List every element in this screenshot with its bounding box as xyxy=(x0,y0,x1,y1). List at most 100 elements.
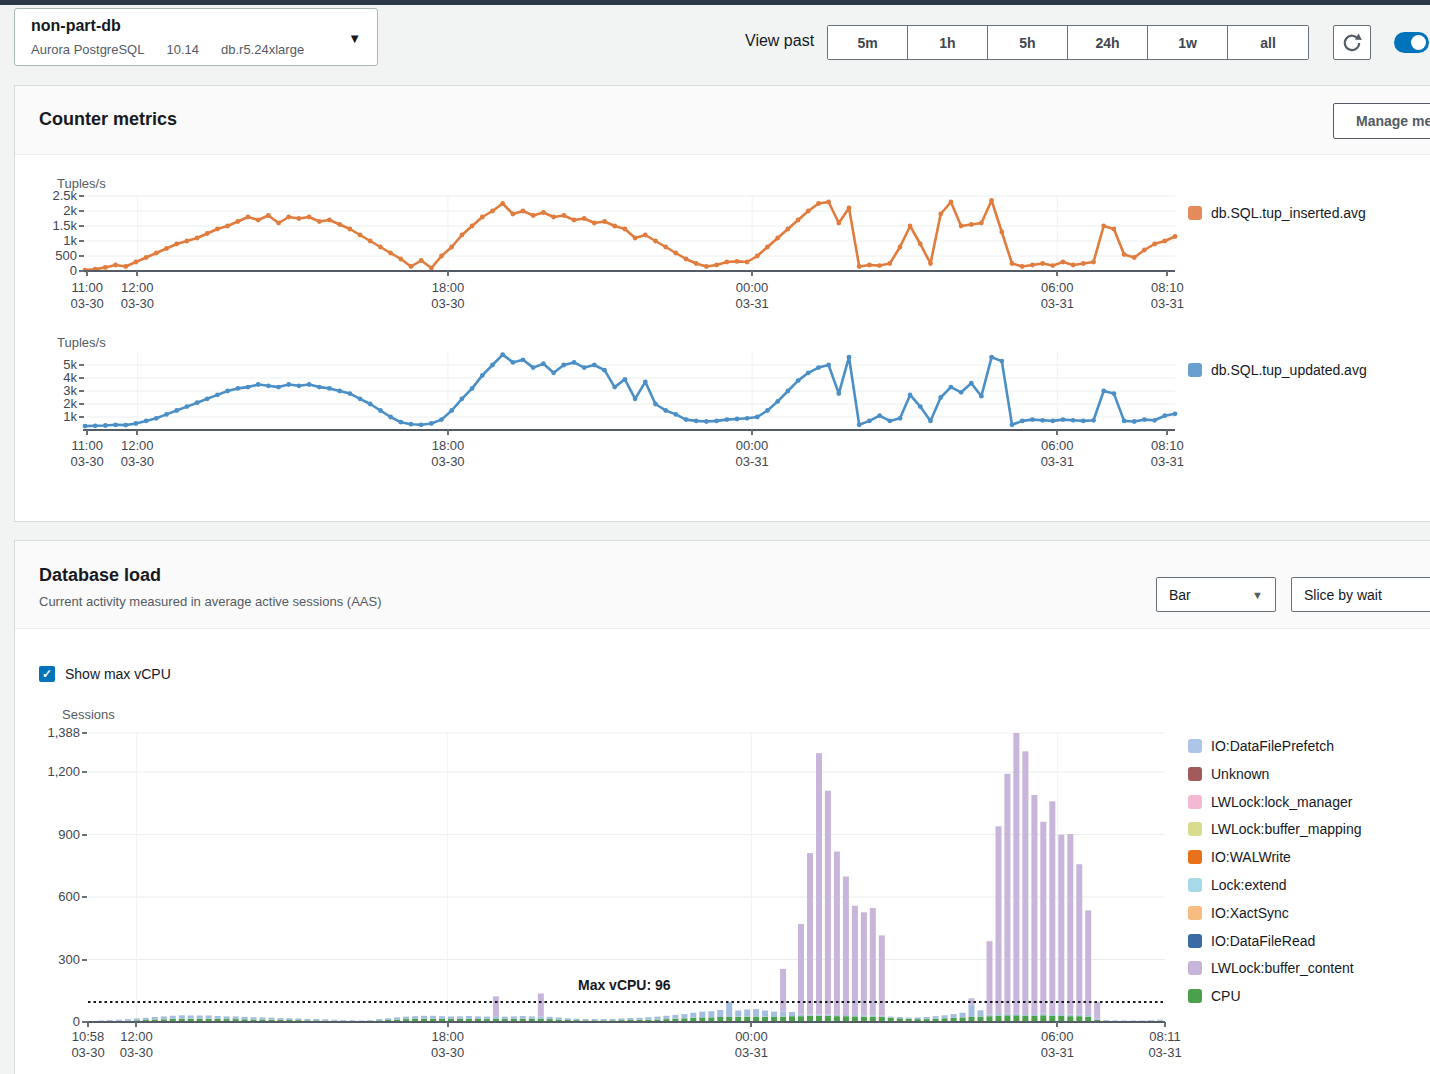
db_load-xtick-mark xyxy=(87,1022,89,1027)
tup-updated-swatch xyxy=(1188,363,1202,377)
time-range-all[interactable]: all xyxy=(1228,26,1308,59)
tup_inserted-xtick: 12:0003-30 xyxy=(107,280,167,312)
db_load-xtick-mark xyxy=(447,1022,449,1027)
legend-swatch xyxy=(1188,961,1202,975)
legend-item-io-datafileprefetch: IO:DataFilePrefetch xyxy=(1188,738,1334,754)
database-load-subtitle: Current activity measured in average act… xyxy=(39,594,381,609)
tup_inserted-xtick-mark xyxy=(751,271,753,276)
tup_updated-ytick-mark xyxy=(79,403,84,405)
tup_updated-xtick: 18:0003-30 xyxy=(418,438,478,470)
tup_inserted-ytick-mark xyxy=(79,225,84,227)
time-range-button-group: 5m1h5h24h1wall xyxy=(827,25,1309,60)
tup_inserted-chart[interactable] xyxy=(85,196,1175,271)
db_load-ytick: 0 xyxy=(20,1014,80,1029)
view-past-label: View past xyxy=(745,32,814,50)
legend-item-lwlock-buffer-mapping: LWLock:buffer_mapping xyxy=(1188,821,1361,837)
legend-swatch xyxy=(1188,934,1202,948)
legend-label: IO:WALWrite xyxy=(1211,849,1291,865)
legend-item-lwlock-lock-manager: LWLock:lock_manager xyxy=(1188,794,1352,810)
chart2-axis-title: Tuples/s xyxy=(57,335,106,350)
tup_updated-xtick-mark xyxy=(447,430,449,435)
chart1-legend-item: db.SQL.tup_inserted.avg xyxy=(1188,205,1366,221)
legend-item-lock-extend: Lock:extend xyxy=(1188,877,1287,893)
tup_inserted-ytick: 1k xyxy=(17,233,77,248)
toggle-knob xyxy=(1411,35,1426,50)
tup_updated-xtick-mark xyxy=(136,430,138,435)
tup_updated-chart[interactable] xyxy=(85,352,1175,430)
tup_updated-xtick: 12:0003-30 xyxy=(107,438,167,470)
legend-swatch xyxy=(1188,767,1202,781)
db_load-ytick-mark xyxy=(82,732,87,734)
legend-label: IO:DataFilePrefetch xyxy=(1211,738,1334,754)
db_load-ytick-mark xyxy=(82,896,87,898)
legend-swatch xyxy=(1188,878,1202,892)
time-range-24h[interactable]: 24h xyxy=(1068,26,1148,59)
db_load-ytick: 1,388 xyxy=(20,725,80,740)
time-range-1w[interactable]: 1w xyxy=(1148,26,1228,59)
tup_inserted-ytick-mark xyxy=(79,270,84,272)
tup_inserted-xtick-mark xyxy=(1166,271,1168,276)
db_load-xtick: 06:0003-31 xyxy=(1027,1029,1087,1061)
legend-swatch xyxy=(1188,989,1202,1003)
tup_inserted-ytick-mark xyxy=(79,210,84,212)
chart-type-dropdown[interactable]: Bar ▼ xyxy=(1156,577,1276,612)
db_load-xtick: 08:1103-31 xyxy=(1135,1029,1195,1061)
tup_updated-xtick-mark xyxy=(1166,430,1168,435)
legend-label: CPU xyxy=(1211,988,1241,1004)
tup_updated-xtick: 08:1003-31 xyxy=(1137,438,1197,470)
tup_inserted-xtick: 00:0003-31 xyxy=(722,280,782,312)
database-load-header: Database load Current activity measured … xyxy=(15,541,1430,629)
time-range-1h[interactable]: 1h xyxy=(908,26,988,59)
db_load-ytick-mark xyxy=(82,771,87,773)
tup_inserted-xtick-mark xyxy=(1056,271,1058,276)
refresh-icon xyxy=(1342,33,1362,53)
database-load-title: Database load xyxy=(39,565,161,586)
tup_inserted-xtick-mark xyxy=(86,271,88,276)
tup_updated-xtick: 06:0003-31 xyxy=(1027,438,1087,470)
show-max-vcpu-checkbox[interactable]: ✓ xyxy=(39,666,55,682)
db-instance-selector[interactable]: non-part-db Aurora PostgreSQL10.14db.r5.… xyxy=(14,8,378,66)
performance-insights-page: non-part-db Aurora PostgreSQL10.14db.r5.… xyxy=(0,0,1430,1074)
tup_updated-xtick: 00:0003-31 xyxy=(722,438,782,470)
slice-by-dropdown[interactable]: Slice by wait xyxy=(1291,577,1430,612)
refresh-button[interactable] xyxy=(1333,25,1371,60)
db-instance-details: Aurora PostgreSQL10.14db.r5.24xlarge xyxy=(31,42,326,57)
tup_inserted-ytick: 500 xyxy=(17,248,77,263)
manage-metrics-button[interactable]: Manage metrics xyxy=(1333,103,1430,139)
legend-item-lwlock-buffer-content: LWLock:buffer_content xyxy=(1188,960,1354,976)
counter-metrics-title: Counter metrics xyxy=(39,109,177,130)
db_load-xtick: 18:0003-30 xyxy=(418,1029,478,1061)
tup_updated-ytick-mark xyxy=(79,416,84,418)
db-instance-class: db.r5.24xlarge xyxy=(221,42,304,57)
top-chrome-strip xyxy=(0,0,1430,5)
chart2-legend-item: db.SQL.tup_updated.avg xyxy=(1188,362,1367,378)
legend-item-unknown: Unknown xyxy=(1188,766,1269,782)
tup_inserted-ytick: 1.5k xyxy=(17,218,77,233)
db_load-xtick-mark xyxy=(135,1022,137,1027)
tup_updated-xtick-mark xyxy=(1056,430,1058,435)
db_load-chart[interactable] xyxy=(88,733,1165,1022)
legend-item-io-datafileread: IO:DataFileRead xyxy=(1188,933,1315,949)
tup_inserted-xtick: 08:1003-31 xyxy=(1137,280,1197,312)
show-max-vcpu-row: ✓ Show max vCPU xyxy=(39,666,171,682)
time-range-5m[interactable]: 5m xyxy=(828,26,908,59)
db_load-xtick: 12:0003-30 xyxy=(106,1029,166,1061)
legend-label: LWLock:lock_manager xyxy=(1211,794,1352,810)
legend-item-io-walwrite: IO:WALWrite xyxy=(1188,849,1291,865)
show-max-vcpu-label: Show max vCPU xyxy=(65,666,171,682)
legend-label: Unknown xyxy=(1211,766,1269,782)
db_load-ytick: 300 xyxy=(20,952,80,967)
time-range-5h[interactable]: 5h xyxy=(988,26,1068,59)
tup_updated-ytick-mark xyxy=(79,377,84,379)
tup_updated-ytick-mark xyxy=(79,390,84,392)
db_load-ytick: 1,200 xyxy=(20,764,80,779)
db_load-ytick-mark xyxy=(82,959,87,961)
db_load-ytick: 900 xyxy=(20,827,80,842)
legend-swatch xyxy=(1188,850,1202,864)
db-engine: Aurora PostgreSQL xyxy=(31,42,144,57)
legend-item-cpu: CPU xyxy=(1188,988,1241,1004)
legend-swatch xyxy=(1188,906,1202,920)
tup_updated-xtick-mark xyxy=(86,430,88,435)
db-instance-name: non-part-db xyxy=(31,17,121,35)
auto-refresh-toggle[interactable] xyxy=(1394,32,1429,53)
